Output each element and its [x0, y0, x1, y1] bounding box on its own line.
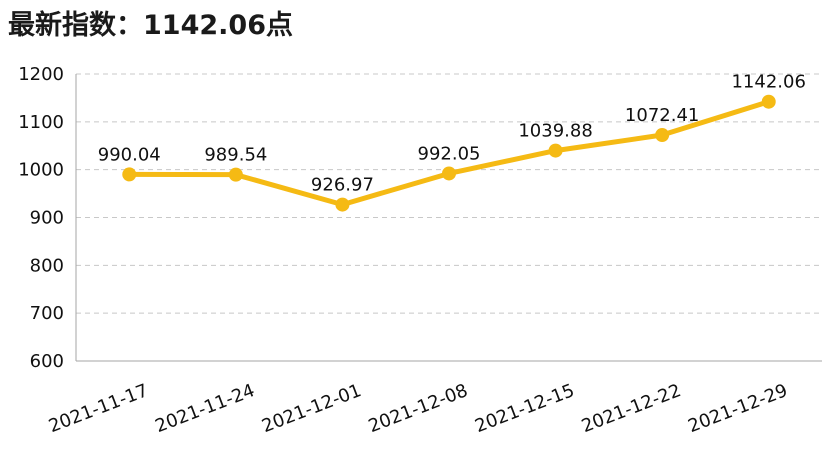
data-point — [548, 143, 563, 158]
y-tick-label: 800 — [30, 255, 64, 276]
x-tick-label: 2021-12-22 — [579, 380, 684, 437]
x-tick-label: 2021-12-08 — [366, 380, 471, 437]
data-label: 926.97 — [311, 175, 374, 196]
y-tick-label: 700 — [30, 303, 64, 324]
x-tick-label: 2021-11-17 — [46, 380, 151, 437]
headline-label: 最新指数： — [8, 10, 143, 41]
series — [122, 94, 776, 212]
data-label: 989.54 — [204, 145, 267, 166]
x-tick-label: 2021-11-24 — [152, 380, 257, 437]
x-tick-label: 2021-12-29 — [685, 380, 790, 437]
data-point — [761, 94, 776, 109]
data-label: 1142.06 — [731, 72, 805, 93]
headline-value: 1142.06 — [143, 10, 266, 41]
headline-suffix: 点 — [265, 10, 293, 41]
data-point — [228, 167, 243, 182]
data-point — [122, 167, 137, 182]
x-tick-label: 2021-12-15 — [472, 380, 577, 437]
data-labels: 990.04 989.54 926.97 992.05 1039.88 1072.41 11… — [98, 72, 806, 196]
x-tick-labels: 2021-11-17 2021-11-24 2021-12-01 2021-12-08… — [46, 380, 791, 437]
y-tick-label: 1000 — [18, 160, 64, 181]
data-point — [442, 166, 456, 181]
data-label: 992.05 — [418, 143, 481, 164]
y-tick-label: 600 — [30, 351, 64, 372]
axes — [75, 74, 822, 362]
x-tick-label: 2021-12-01 — [259, 380, 364, 437]
chart-headline: 最新指数：1142.06点 — [8, 6, 293, 46]
y-tick-label: 900 — [30, 208, 64, 229]
data-point — [335, 197, 350, 212]
data-point — [655, 128, 670, 143]
y-tick-label: 1200 — [18, 64, 64, 85]
gridlines — [76, 73, 822, 314]
data-label: 1039.88 — [518, 121, 592, 142]
y-tick-labels: 600 700 800 900 1000 1100 1200 — [18, 64, 64, 372]
y-tick-label: 1100 — [18, 112, 64, 133]
data-label: 1072.41 — [625, 105, 699, 126]
data-label: 990.04 — [98, 144, 161, 165]
